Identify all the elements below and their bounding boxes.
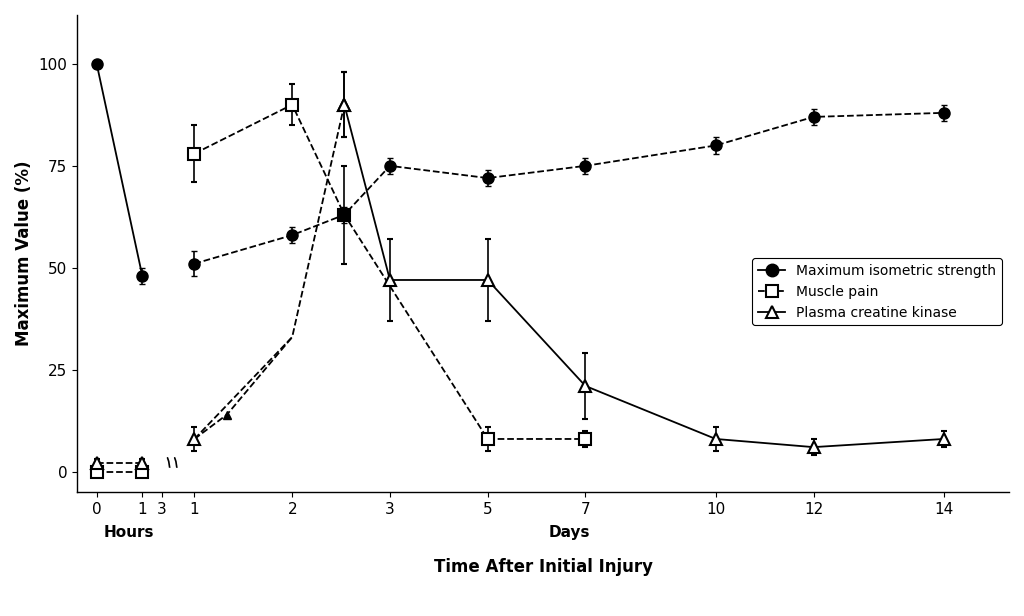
Text: Days: Days (549, 525, 590, 540)
X-axis label: Time After Initial Injury: Time After Initial Injury (433, 558, 652, 577)
Legend: Maximum isometric strength, Muscle pain, Plasma creatine kinase: Maximum isometric strength, Muscle pain,… (752, 258, 1002, 325)
Bar (161, 468, 183, 488)
Y-axis label: Maximum Value (%): Maximum Value (%) (15, 161, 33, 346)
Text: Hours: Hours (104, 525, 155, 540)
